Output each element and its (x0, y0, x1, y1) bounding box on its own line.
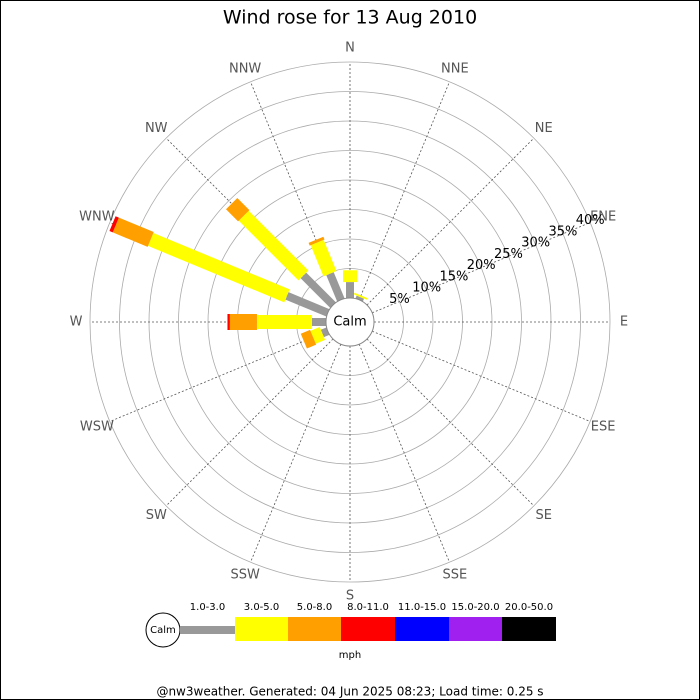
direction-label: NE (535, 121, 553, 136)
grid-ring (119, 91, 581, 553)
r-tick-label: 35% (549, 224, 578, 239)
bar-segment (225, 197, 250, 222)
direction-label: WSW (80, 419, 114, 434)
legend-label: 1.0-3.0 (190, 602, 225, 613)
footer: @nw3weather. Generated: 04 Jun 2025 08:2… (156, 685, 543, 699)
bar-segment (285, 292, 330, 317)
bar-segment (256, 315, 312, 329)
r-tick-label: 25% (494, 247, 523, 262)
r-tick-label: 10% (412, 281, 441, 296)
spoke (366, 137, 535, 306)
legend-label: 8.0-11.0 (347, 602, 389, 613)
r-tick-label: 15% (439, 269, 468, 284)
bar-segment (311, 318, 326, 326)
legend-swatch (288, 617, 341, 641)
direction-label: NW (145, 121, 168, 136)
chart-title: Wind rose for 13 Aug 2010 (223, 7, 477, 29)
direction-label: ENE (590, 210, 616, 225)
r-tick-label: 20% (467, 258, 496, 273)
spoke (358, 344, 450, 563)
legend-label: 3.0-5.0 (244, 602, 279, 613)
bar-segment (308, 236, 325, 246)
spoke (250, 344, 342, 563)
calm-label: Calm (333, 315, 366, 330)
bar-segment (310, 326, 326, 344)
legend-swatch (341, 617, 395, 641)
bar-segment (227, 314, 230, 330)
bar-segment (326, 272, 345, 302)
legend-calm-label: Calm (150, 625, 176, 636)
direction-label: SE (536, 508, 552, 523)
direction-label: S (346, 589, 354, 604)
r-tick-label: 40% (576, 213, 605, 228)
bar-segment (343, 270, 357, 283)
r-tick-label: 5% (389, 292, 410, 307)
bar-segment (355, 295, 365, 302)
direction-label: SSE (442, 568, 467, 583)
spoke (372, 330, 591, 422)
grid-ring (178, 150, 522, 494)
bar-segment (310, 239, 337, 277)
direction-label: NNW (229, 61, 261, 76)
direction-label: W (70, 315, 83, 330)
bar-segment (300, 272, 336, 308)
legend-swatch (180, 626, 235, 634)
calm-circle (325, 297, 375, 347)
spoke (372, 222, 591, 314)
legend-swatch (235, 617, 288, 641)
legend-swatch (502, 617, 556, 641)
r-tick-label: 30% (521, 236, 550, 251)
bar-segment (300, 329, 317, 349)
direction-label: E (620, 315, 628, 330)
direction-label: WNW (79, 210, 115, 225)
spoke (250, 81, 342, 300)
bar-segment (346, 282, 354, 298)
spoke (366, 338, 535, 507)
spoke (109, 330, 328, 422)
spoke (165, 338, 334, 507)
bar-segment (109, 216, 119, 233)
legend-label: 5.0-8.0 (297, 602, 332, 613)
spoke (358, 81, 450, 300)
direction-label: SSW (230, 568, 260, 583)
bar-segment (147, 232, 290, 303)
bar-segment (238, 210, 309, 281)
legend-swatch (449, 617, 502, 641)
legend-label: 20.0-50.0 (505, 602, 553, 613)
direction-label: NNE (441, 61, 469, 76)
direction-label: N (345, 41, 355, 56)
direction-label: ESE (591, 419, 616, 434)
unit-label: mph (339, 650, 361, 661)
grid-ring (89, 61, 611, 583)
legend-swatch (395, 617, 449, 641)
legend-label: 15.0-20.0 (451, 602, 499, 613)
bar-segment (112, 217, 154, 247)
bar-segment (353, 292, 368, 300)
legend-label: 11.0-15.0 (398, 602, 446, 613)
bar-segment (229, 314, 257, 330)
direction-label: SW (146, 508, 167, 523)
